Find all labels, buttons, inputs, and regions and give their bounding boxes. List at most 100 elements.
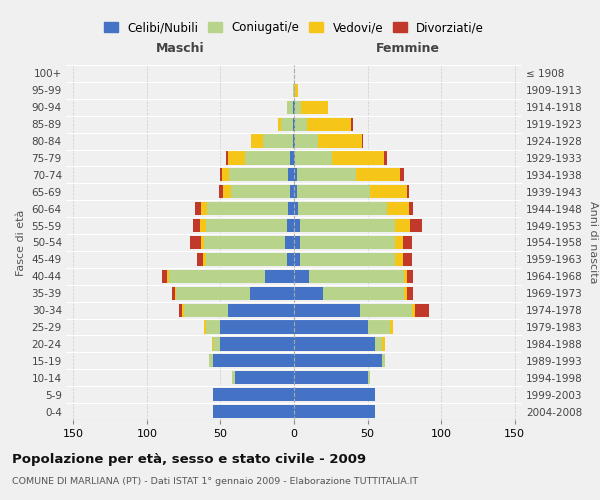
Bar (263, 134, 293, 147)
Bar (245, 152, 290, 164)
Bar (172, 286, 175, 300)
Bar (384, 152, 386, 164)
Bar (370, 185, 407, 198)
Bar (288, 168, 294, 181)
Bar (404, 270, 407, 283)
Bar (294, 219, 300, 232)
Text: Maschi: Maschi (155, 42, 205, 55)
Bar (415, 304, 430, 316)
Bar (294, 236, 300, 249)
Bar (404, 286, 407, 300)
Bar (300, 253, 395, 266)
Bar (294, 304, 360, 316)
Bar (410, 219, 422, 232)
Bar (294, 270, 309, 283)
Bar (409, 202, 413, 215)
Bar (307, 118, 352, 131)
Bar (220, 320, 294, 334)
Bar (382, 338, 385, 350)
Bar (285, 236, 294, 249)
Bar (290, 152, 294, 164)
Bar (167, 270, 169, 283)
Bar (294, 354, 382, 368)
Bar (294, 253, 300, 266)
Text: Popolazione per età, sesso e stato civile - 2009: Popolazione per età, sesso e stato civil… (12, 452, 366, 466)
Bar (190, 236, 202, 249)
Bar (297, 185, 370, 198)
Bar (294, 168, 297, 181)
Y-axis label: Fasce di età: Fasce di età (16, 210, 26, 276)
Bar (251, 134, 263, 147)
Bar (295, 152, 332, 164)
Bar (294, 371, 368, 384)
Bar (175, 286, 176, 300)
Bar (161, 270, 167, 283)
Bar (332, 152, 384, 164)
Bar (235, 371, 294, 384)
Bar (213, 388, 294, 401)
Bar (368, 371, 370, 384)
Bar (368, 320, 389, 334)
Bar (317, 134, 362, 147)
Bar (293, 118, 294, 131)
Bar (407, 185, 409, 198)
Bar (176, 286, 250, 300)
Bar (228, 152, 245, 164)
Bar (300, 219, 395, 232)
Bar (323, 286, 404, 300)
Bar (403, 236, 412, 249)
Bar (290, 185, 294, 198)
Bar (294, 320, 368, 334)
Bar (389, 320, 392, 334)
Bar (309, 270, 404, 283)
Bar (360, 304, 412, 316)
Bar (220, 168, 222, 181)
Bar (193, 219, 200, 232)
Bar (220, 338, 294, 350)
Bar (203, 253, 206, 266)
Bar (223, 185, 231, 198)
Bar (287, 219, 294, 232)
Bar (294, 84, 295, 97)
Bar (206, 320, 220, 334)
Bar (287, 100, 293, 114)
Bar (294, 338, 375, 350)
Bar (293, 84, 294, 97)
Bar (202, 236, 204, 249)
Bar (219, 185, 223, 198)
Bar (206, 253, 287, 266)
Bar (352, 118, 353, 131)
Bar (228, 304, 294, 316)
Bar (293, 100, 294, 114)
Bar (226, 152, 228, 164)
Bar (182, 304, 184, 316)
Bar (295, 134, 317, 147)
Bar (395, 219, 410, 232)
Bar (382, 354, 385, 368)
Bar (300, 236, 395, 249)
Bar (294, 152, 295, 164)
Bar (294, 202, 298, 215)
Bar (222, 168, 229, 181)
Bar (213, 338, 220, 350)
Bar (229, 168, 288, 181)
Bar (207, 202, 288, 215)
Bar (204, 236, 285, 249)
Bar (202, 202, 207, 215)
Bar (395, 236, 403, 249)
Bar (231, 185, 290, 198)
Bar (294, 405, 375, 418)
Bar (293, 134, 294, 147)
Bar (375, 338, 382, 350)
Bar (287, 253, 294, 266)
Bar (295, 84, 298, 97)
Bar (294, 118, 295, 131)
Bar (250, 286, 294, 300)
Bar (407, 286, 413, 300)
Bar (196, 202, 202, 215)
Bar (294, 286, 323, 300)
Bar (212, 338, 213, 350)
Bar (213, 354, 294, 368)
Bar (200, 219, 206, 232)
Bar (209, 354, 213, 368)
